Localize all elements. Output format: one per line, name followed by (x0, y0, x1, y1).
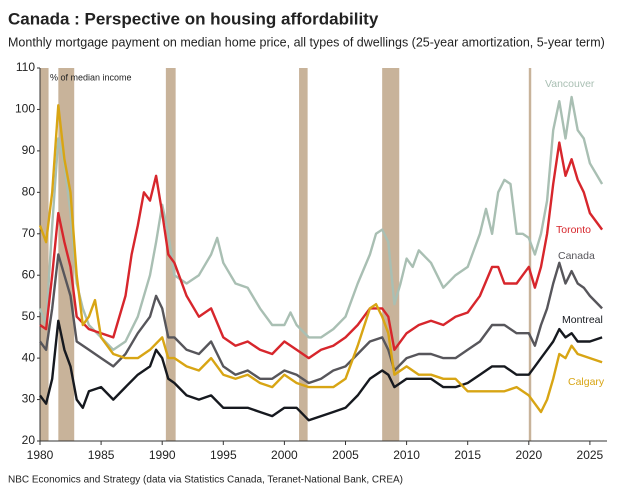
y-tick-label: 80 (22, 185, 36, 199)
x-tick-label: 1980 (27, 448, 54, 462)
y-tick-label: 90 (22, 143, 36, 157)
y-tick-label: 30 (22, 392, 36, 406)
series-line (39, 253, 603, 385)
x-tick-label: 2015 (454, 448, 481, 462)
x-tick-label: 1995 (210, 448, 237, 462)
y-axis-label: % of median income (50, 72, 132, 82)
y-tick-label: 40 (22, 350, 36, 364)
series-line (39, 141, 604, 360)
series-line (38, 104, 603, 414)
x-tick-label: 1990 (149, 448, 176, 462)
series-label: Calgary (568, 376, 605, 388)
x-tick-label: 1985 (88, 448, 115, 462)
series-label: Toronto (556, 224, 591, 236)
y-tick-label: 110 (16, 60, 35, 74)
recession-band (299, 68, 308, 441)
x-tick-label: 2005 (332, 448, 359, 462)
series-label: Montreal (562, 314, 603, 326)
y-tick-label: 60 (22, 267, 36, 281)
y-tick-label: 70 (22, 226, 36, 240)
source: NBC Economics and Strategy (data via Sta… (8, 475, 403, 486)
series-label: Vancouver (545, 78, 595, 90)
series-line (38, 95, 604, 351)
y-tick-label: 100 (15, 102, 35, 116)
chart-title: Canada : Perspective on housing affordab… (8, 9, 379, 28)
series-line (39, 319, 603, 422)
recession-band (528, 68, 532, 441)
y-tick-label: 20 (22, 433, 36, 447)
chart-subtitle: Monthly mortgage payment on median home … (8, 35, 605, 49)
x-tick-label: 2020 (515, 448, 542, 462)
recession-band (40, 68, 49, 441)
x-tick-label: 2000 (271, 448, 298, 462)
series-label: Canada (558, 250, 595, 262)
x-tick-label: 2025 (577, 448, 604, 462)
x-tick-label: 2010 (393, 448, 420, 462)
y-tick-label: 50 (22, 309, 36, 323)
